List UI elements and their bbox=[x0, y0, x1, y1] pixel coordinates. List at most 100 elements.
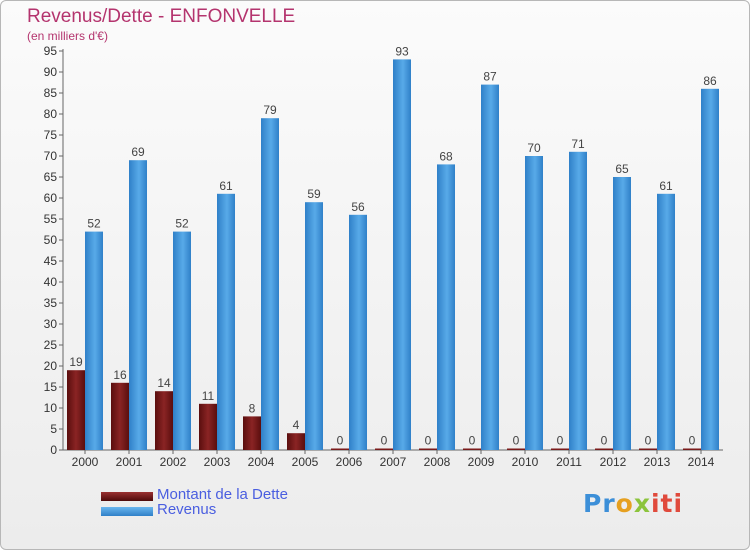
bar-dette bbox=[199, 403, 217, 450]
y-tick-label: 35 bbox=[44, 296, 58, 310]
x-tick-label: 2008 bbox=[424, 455, 451, 469]
data-label-dette: 4 bbox=[293, 418, 300, 432]
y-tick-label: 40 bbox=[44, 275, 58, 289]
data-label-dette: 0 bbox=[645, 434, 652, 448]
data-label-revenus: 61 bbox=[659, 179, 673, 193]
data-label-dette: 0 bbox=[557, 434, 564, 448]
y-tick-label: 45 bbox=[44, 254, 58, 268]
data-label-revenus: 70 bbox=[527, 141, 541, 155]
data-label-revenus: 65 bbox=[615, 162, 629, 176]
bars bbox=[67, 59, 719, 451]
data-label-revenus: 71 bbox=[571, 137, 585, 151]
y-tick-label: 60 bbox=[44, 191, 58, 205]
bar-revenus bbox=[701, 88, 719, 451]
y-tick-label: 20 bbox=[44, 359, 58, 373]
bar-dette bbox=[507, 448, 525, 450]
data-label-dette: 8 bbox=[249, 401, 256, 415]
data-label-revenus: 59 bbox=[307, 187, 321, 201]
bar-revenus bbox=[305, 202, 323, 450]
chart-subtitle: (en milliers d'€) bbox=[27, 29, 108, 43]
bar-revenus bbox=[393, 59, 411, 451]
data-labels: 19 52 16 69 14 52 11 61 8 79 4 59 0 56 0 93 0 68 0 87 0 70 0 71… bbox=[69, 44, 717, 447]
legend-label-revenus: Revenus bbox=[157, 501, 217, 518]
bar-dette bbox=[67, 370, 85, 450]
data-label-dette: 0 bbox=[381, 434, 388, 448]
logo-part-3: x bbox=[633, 489, 651, 518]
data-label-revenus: 87 bbox=[483, 70, 497, 84]
y-tick-label: 0 bbox=[50, 443, 57, 457]
bar-dette bbox=[419, 448, 437, 450]
x-tick-label: 2009 bbox=[468, 455, 495, 469]
x-tick-label: 2010 bbox=[512, 455, 539, 469]
bar-dette bbox=[639, 448, 657, 450]
chart-title: Revenus/Dette - ENFONVELLE bbox=[27, 6, 296, 27]
data-label-revenus: 52 bbox=[87, 217, 101, 231]
data-label-dette: 0 bbox=[469, 434, 476, 448]
logo-part-4: iti bbox=[650, 489, 684, 518]
bar-revenus bbox=[569, 151, 587, 451]
y-tick-label: 80 bbox=[44, 107, 58, 121]
legend-swatch-revenus bbox=[101, 507, 153, 516]
bar-revenus bbox=[437, 164, 455, 450]
bar-dette bbox=[287, 433, 305, 450]
bar-revenus bbox=[657, 193, 675, 451]
y-tick-label: 90 bbox=[44, 65, 58, 79]
data-label-dette: 11 bbox=[202, 389, 215, 403]
bar-revenus bbox=[85, 231, 103, 450]
data-label-dette: 16 bbox=[113, 368, 127, 382]
x-tick-label: 2014 bbox=[688, 455, 715, 469]
y-tick-label: 55 bbox=[44, 212, 58, 226]
data-label-dette: 0 bbox=[601, 434, 608, 448]
legend-swatch-dette bbox=[101, 492, 153, 501]
x-tick-label: 2000 bbox=[72, 455, 99, 469]
bar-revenus bbox=[525, 156, 543, 450]
bar-dette bbox=[463, 448, 481, 450]
bar-dette bbox=[331, 448, 349, 450]
y-tick-label: 5 bbox=[50, 422, 57, 436]
data-label-revenus: 69 bbox=[131, 145, 145, 159]
data-label-revenus: 61 bbox=[219, 179, 233, 193]
bar-revenus bbox=[217, 193, 235, 451]
data-label-dette: 0 bbox=[689, 434, 696, 448]
y-tick-label: 65 bbox=[44, 170, 58, 184]
bar-dette bbox=[243, 416, 261, 450]
x-tick-label: 2002 bbox=[160, 455, 187, 469]
x-tick-label: 2012 bbox=[600, 455, 627, 469]
bar-revenus bbox=[129, 160, 147, 450]
x-tick-label: 2003 bbox=[204, 455, 231, 469]
y-tick-label: 10 bbox=[44, 401, 58, 415]
data-label-revenus: 52 bbox=[175, 217, 189, 231]
y-tick-label: 85 bbox=[44, 86, 58, 100]
bar-dette bbox=[551, 448, 569, 450]
data-label-revenus: 68 bbox=[439, 149, 453, 163]
x-tick-label: 2005 bbox=[292, 455, 319, 469]
data-label-dette: 19 bbox=[69, 355, 83, 369]
y-tick-label: 15 bbox=[44, 380, 58, 394]
data-label-revenus: 86 bbox=[703, 74, 717, 88]
logo-part-1: Pr bbox=[583, 489, 616, 518]
data-label-revenus: 56 bbox=[351, 200, 365, 214]
x-tick-label: 2011 bbox=[556, 455, 582, 469]
x-tick-label: 2006 bbox=[336, 455, 363, 469]
data-label-dette: 14 bbox=[157, 376, 171, 390]
x-tick-label: 2001 bbox=[116, 455, 143, 469]
bar-dette bbox=[375, 448, 393, 450]
legend-label-dette: Montant de la Dette bbox=[157, 486, 288, 503]
bar-revenus bbox=[349, 214, 367, 450]
bar-revenus bbox=[261, 118, 279, 450]
y-tick-label: 25 bbox=[44, 338, 58, 352]
y-tick-label: 75 bbox=[44, 128, 58, 142]
y-tick-label: 50 bbox=[44, 233, 58, 247]
data-label-dette: 0 bbox=[425, 434, 432, 448]
y-tick-label: 30 bbox=[44, 317, 58, 331]
y-tick-label: 95 bbox=[44, 44, 58, 58]
bar-revenus bbox=[173, 231, 191, 450]
data-label-dette: 0 bbox=[337, 434, 344, 448]
bar-dette bbox=[595, 448, 613, 450]
bar-revenus bbox=[481, 84, 499, 450]
logo-part-2: o bbox=[615, 489, 634, 518]
bar-dette bbox=[155, 391, 173, 450]
data-label-revenus: 79 bbox=[263, 103, 277, 117]
